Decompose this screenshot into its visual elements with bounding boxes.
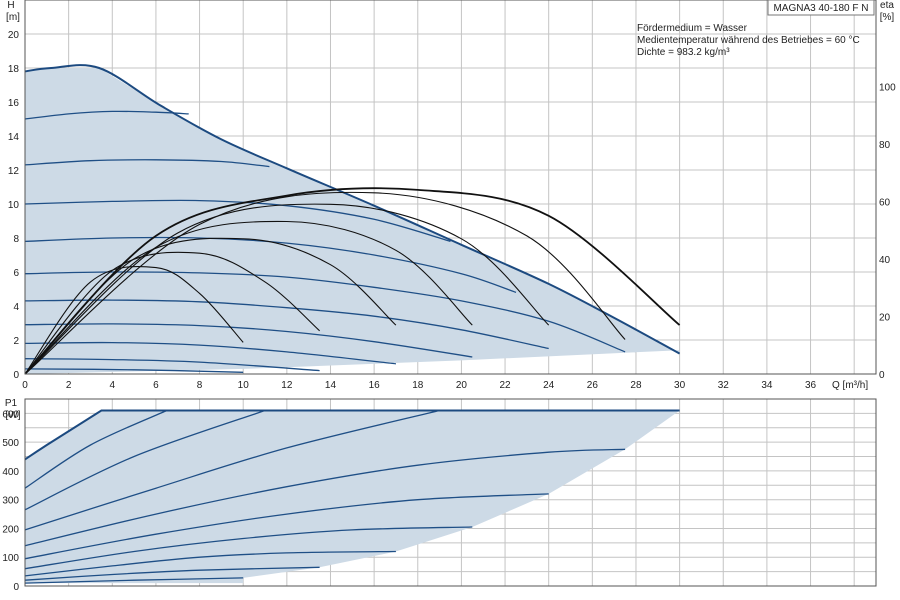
eta-tick-label: 60 [879,197,891,208]
x-tick-label: 8 [197,380,203,391]
head-speed-curve [24,199,451,243]
x-tick-label: 16 [369,380,381,391]
x-tick-label: 4 [110,380,116,391]
x-tick-label: 0 [22,380,28,391]
y-tick-label: 0 [13,370,19,381]
eta-tick-label: 80 [879,140,891,151]
efficiency-curve [24,220,473,375]
power-curve [24,448,626,547]
eta-tick-label: 100 [879,82,896,93]
x-tick-label: 22 [499,380,511,391]
head-operating-area [25,68,680,374]
x-tick-label: 24 [543,380,555,391]
efficiency-curve [24,265,244,375]
annotation-medium: Fördermedium = Wasser [637,23,748,34]
power-operating-area-fill [25,410,680,584]
power-plot-frame [24,398,877,587]
x-tick-label: 18 [412,380,424,391]
power-curve [24,566,320,581]
power-curve [24,493,549,560]
head-plot-frame [24,0,877,375]
y-tick-label: 12 [8,166,20,177]
power-tick-label: 600 [2,409,19,420]
efficiency-curve [24,251,320,375]
y-tick-label: 6 [13,268,19,279]
head-speed-curve [24,159,270,168]
head-max-curve [24,64,681,355]
head-speed-curve [24,271,626,353]
x-tick-label: 20 [456,380,468,391]
x-tick-label: 30 [674,380,686,391]
power-curves [24,409,680,584]
power-curve [24,409,440,531]
eta-tick-label: 40 [879,255,891,266]
eta-axis-ticks: 0 20 40 60 80 100 [879,82,896,381]
power-curve [24,550,396,577]
y2-axis-label-eta: eta [880,0,894,11]
y-tick-label: 8 [13,234,19,245]
x-tick-label: 26 [587,380,599,391]
efficiency-curve [24,187,681,375]
x-tick-label: 12 [281,380,293,391]
head-speed-curve [24,358,320,372]
power-tick-label: 500 [2,438,19,449]
x-axis-ticks: 0 2 4 6 8 10 12 14 16 18 20 22 24 26 28 30 32 34 36 [22,380,816,391]
eta-tick-label: 0 [879,370,885,381]
power-operating-area [25,410,680,584]
power-tick-label: 400 [2,467,19,478]
product-title: MAGNA3 40-180 F N [773,3,868,14]
product-title-box [767,0,875,16]
annotation-density: Dichte = 983.2 kg/m³ [637,47,730,58]
x-tick-label: 32 [718,380,730,391]
power-curve [24,577,244,584]
head-eta-plot: 0 2 4 6 8 10 12 14 16 18 20 22 24 26 28 30 32 34 36 024681… [6,0,896,391]
head-operating-area-fill [25,68,680,374]
y-tick-label: 2 [13,336,19,347]
efficiency-curve [24,203,550,375]
efficiency-curves [24,187,681,375]
y2-axis-label-unit: [%] [880,12,895,23]
y-axis-label-unit: [m] [6,12,20,23]
head-speed-curve [24,323,473,358]
power-plot: 0 100 200 300 400 500 600 P1 [W] [2,398,877,593]
head-speed-curve [24,341,396,365]
power-max-curve [24,409,680,461]
y-tick-label: 14 [8,132,20,143]
power-curve [24,526,473,570]
power-tick-label: 200 [2,524,19,535]
power-y-label: P1 [5,398,18,409]
y-tick-label: 18 [8,64,20,75]
power-y-unit: [W] [6,410,21,421]
head-speed-curve [24,299,549,350]
eta-tick-label: 20 [879,312,891,323]
x-axis-label: Q [m³/h] [832,380,868,391]
head-speed-curve [24,368,244,373]
y-tick-label: 10 [8,200,20,211]
x-tick-label: 2 [66,380,72,391]
x-tick-label: 6 [153,380,159,391]
annotation-temperature: Medientemperatur während des Betriebes =… [637,35,860,46]
power-tick-label: 300 [2,496,19,507]
power-tick-label: 100 [2,553,19,564]
y-axis-label-h: H [7,0,14,11]
power-y-axis-ticks: 0 100 200 300 400 500 600 [2,409,19,593]
power-tick-label: 0 [13,582,19,593]
y-tick-label: 4 [13,302,19,313]
head-speed-curves [24,64,681,373]
y-tick-label: 16 [8,98,20,109]
head-speed-curve [24,110,189,120]
head-speed-curve [24,236,517,294]
power-curve [24,409,168,489]
x-tick-label: 34 [761,380,773,391]
power-curve [24,409,266,511]
y-axis-ticks: 0 2 4 6 8 10 12 14 16 18 20 [8,30,20,381]
x-tick-label: 10 [238,380,250,391]
x-tick-label: 28 [630,380,642,391]
x-tick-label: 36 [805,380,817,391]
y-tick-label: 20 [8,30,20,41]
x-tick-label: 14 [325,380,337,391]
efficiency-curve [24,191,626,375]
